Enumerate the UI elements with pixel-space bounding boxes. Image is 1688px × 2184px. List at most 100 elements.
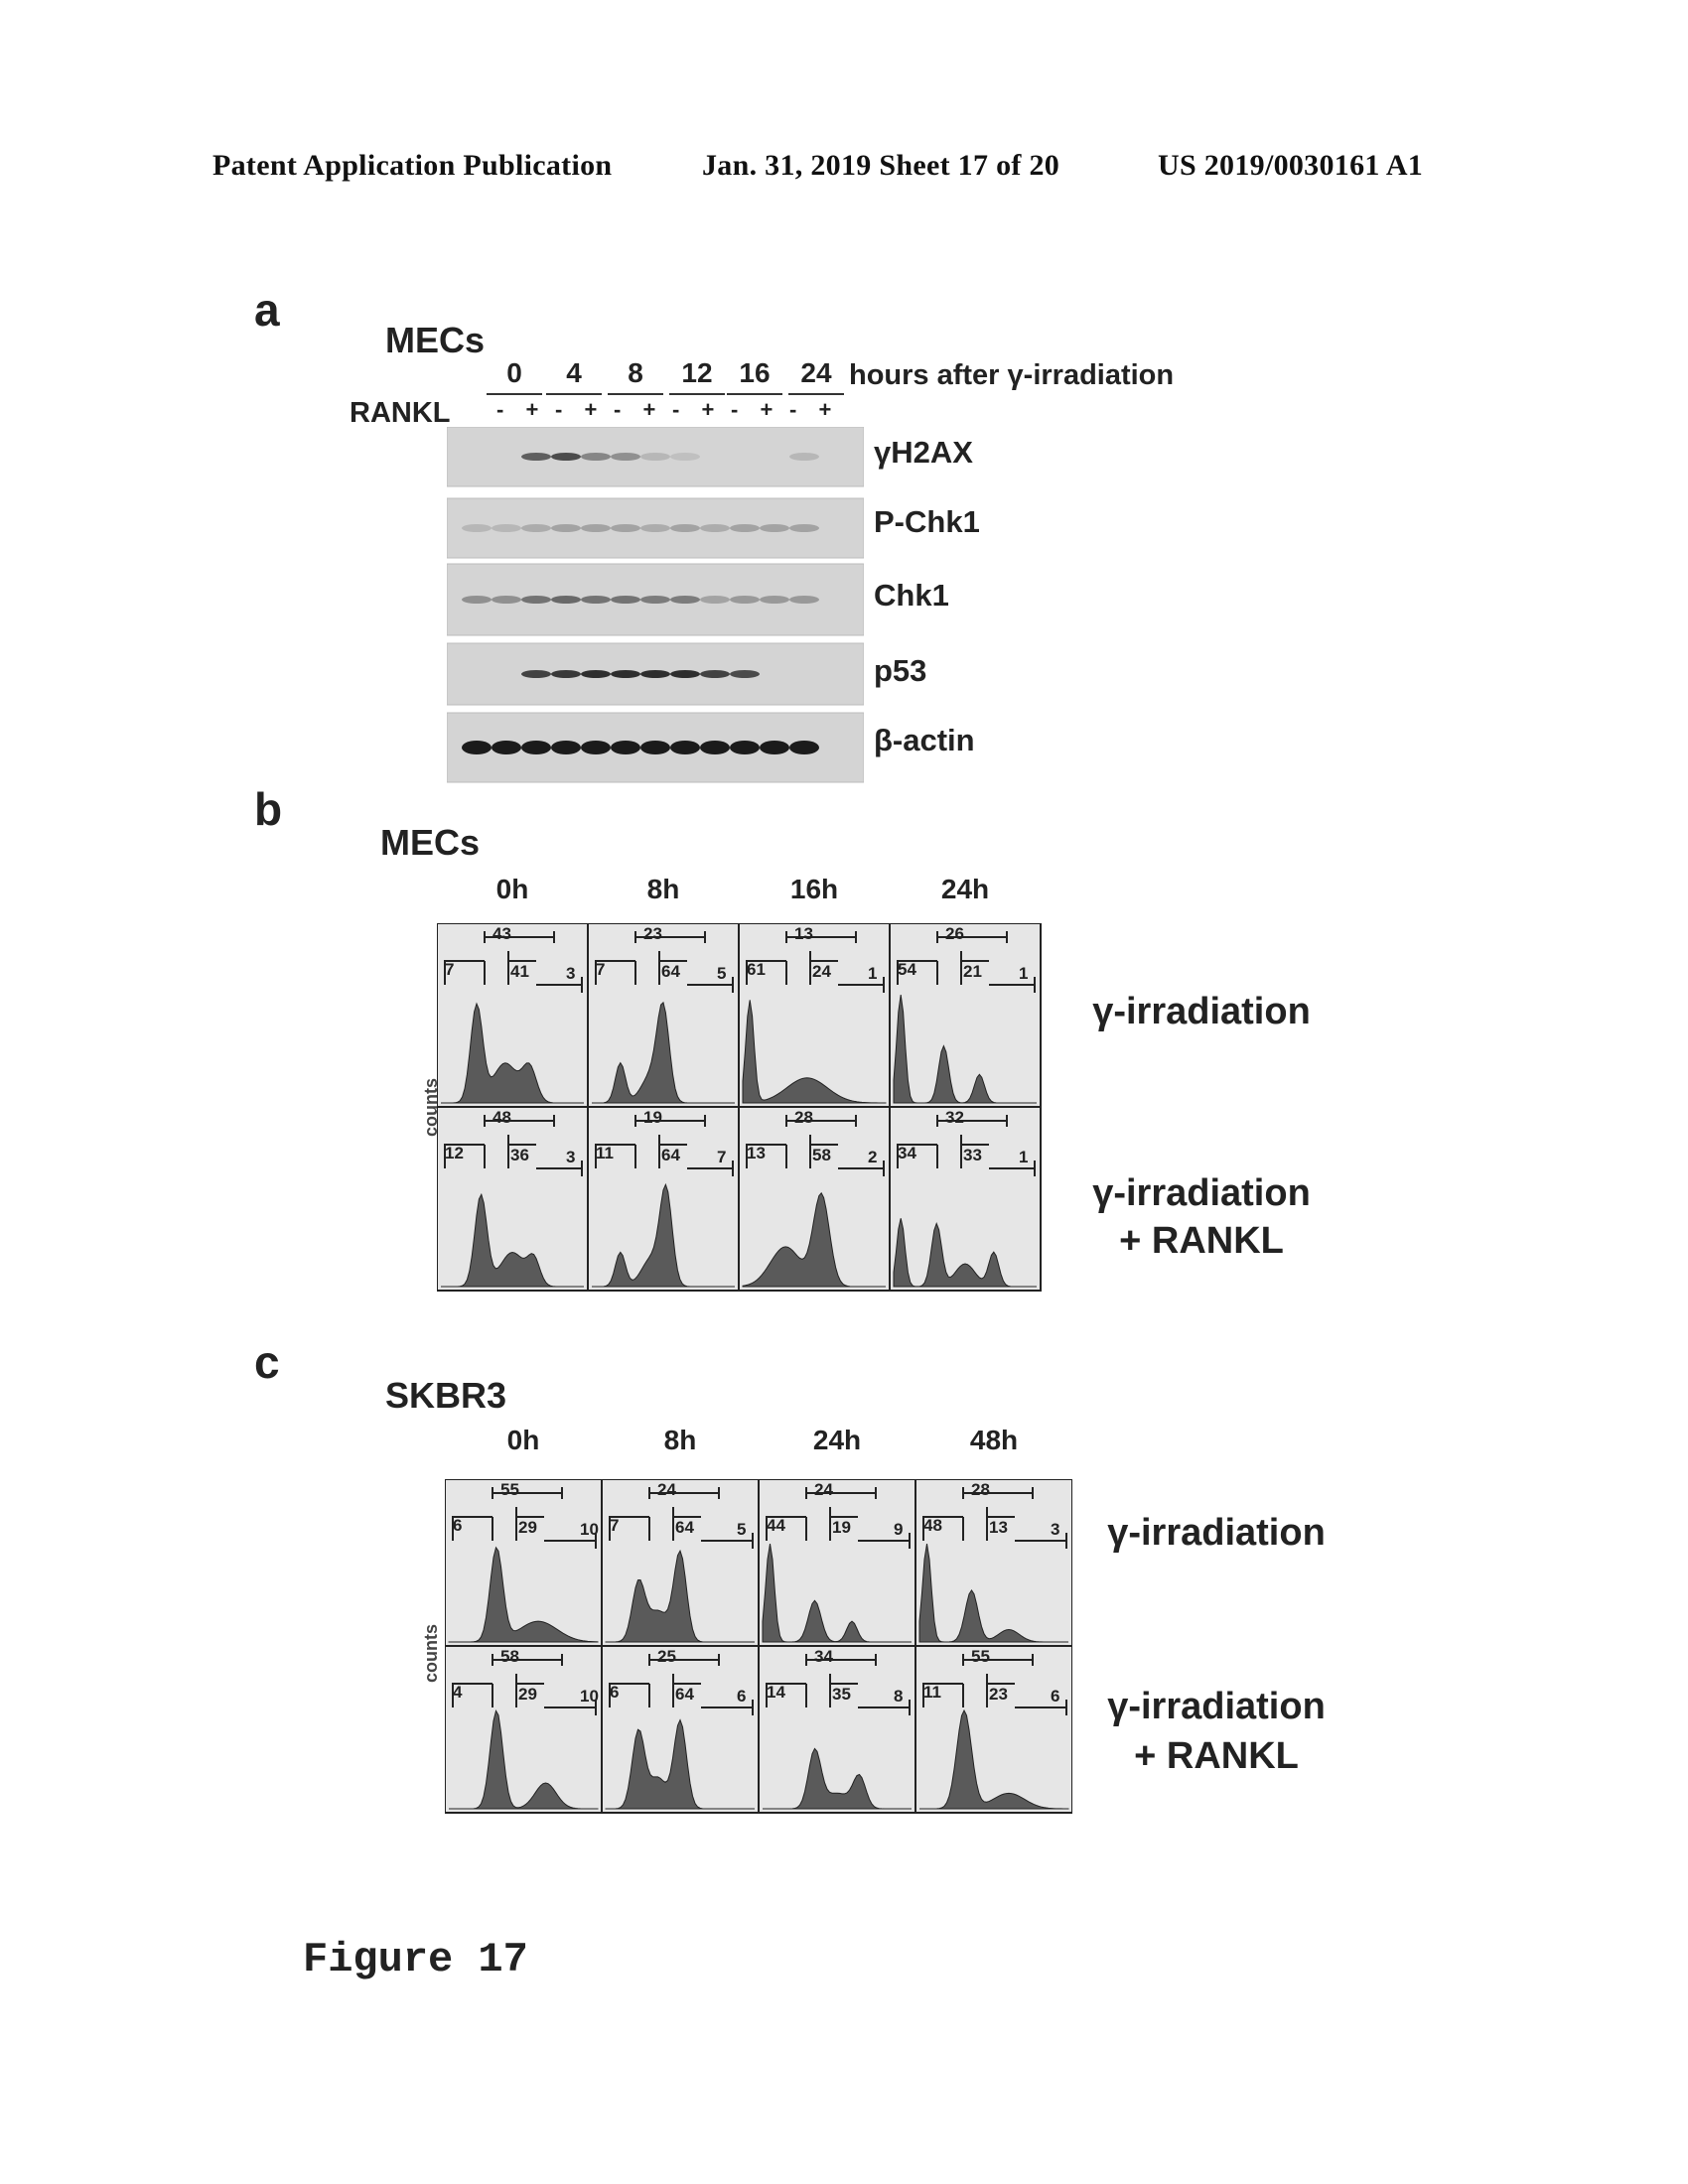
rankl-label: RANKL — [350, 397, 451, 430]
gate-percentage: 55 — [971, 1647, 990, 1666]
gate-percentage: 2 — [868, 1148, 877, 1166]
gate-percentage: 13 — [989, 1518, 1008, 1537]
panel-c-title: SKBR3 — [385, 1375, 506, 1417]
time-label-8: 8 — [606, 357, 665, 389]
gate-percentage: 8 — [894, 1687, 903, 1706]
gate-percentage: 13 — [747, 1144, 766, 1162]
time-label-48h: 48h — [915, 1425, 1072, 1456]
blot-band — [789, 741, 819, 754]
time-label-0: 0 — [485, 357, 544, 389]
time-label-24h: 24h — [759, 1425, 915, 1456]
time-underline — [788, 393, 844, 395]
blot-band — [462, 524, 492, 532]
gate-percentage: 29 — [518, 1518, 537, 1537]
gate-percentage: 26 — [945, 924, 964, 943]
histogram-cell: 237645 — [588, 923, 739, 1107]
gate-percentage: 24 — [657, 1480, 676, 1499]
rankl-sign: - — [731, 397, 738, 423]
panel-a-time-caption: hours after γ-irradiation — [849, 359, 1174, 392]
gate-percentage: 14 — [767, 1683, 785, 1702]
blot-band — [521, 453, 551, 461]
gate-percentage: 11 — [923, 1683, 941, 1702]
gate-percentage: 4 — [453, 1683, 463, 1702]
gate-percentage: 12 — [445, 1144, 464, 1162]
blot-band — [581, 670, 611, 678]
time-underline — [608, 393, 663, 395]
blot-band — [551, 524, 581, 532]
blot-band — [730, 670, 760, 678]
blot-band — [730, 596, 760, 604]
histogram-cell: 437413 — [437, 923, 588, 1107]
gate-percentage: 54 — [898, 960, 916, 979]
gate-percentage: 10 — [580, 1520, 599, 1539]
band-label: p53 — [874, 653, 926, 689]
time-underline — [487, 393, 542, 395]
histogram-cell: 2848133 — [915, 1479, 1072, 1646]
western-blot — [447, 427, 864, 784]
rankl-sign: - — [555, 397, 562, 423]
blot-band — [670, 741, 700, 754]
panel-a-title: MECs — [385, 320, 485, 361]
gate-percentage: 43 — [492, 924, 511, 943]
blot-band — [640, 596, 670, 604]
blot-band — [581, 741, 611, 754]
gate-percentage: 61 — [747, 960, 766, 979]
gate-percentage: 28 — [971, 1480, 990, 1499]
rankl-sign: - — [672, 397, 679, 423]
histogram-cell: 5511236 — [915, 1646, 1072, 1813]
blot-band — [670, 596, 700, 604]
blot-band — [700, 596, 730, 604]
gate-percentage: 64 — [661, 962, 680, 981]
blot-band — [789, 524, 819, 532]
gate-percentage: 58 — [500, 1647, 519, 1666]
blot-band — [700, 524, 730, 532]
histogram-cell: 2813582 — [739, 1107, 890, 1291]
blot-band — [551, 741, 581, 754]
blot-band — [521, 524, 551, 532]
gate-percentage: 34 — [898, 1144, 916, 1162]
blot-band — [521, 596, 551, 604]
gate-percentage: 3 — [566, 1148, 575, 1166]
blot-band — [760, 741, 789, 754]
rankl-sign: + — [585, 397, 598, 423]
blot-band — [640, 741, 670, 754]
gate-percentage: 64 — [675, 1518, 694, 1537]
rankl-sign: + — [702, 397, 715, 423]
gate-percentage: 6 — [737, 1687, 746, 1706]
time-label-16: 16 — [725, 357, 784, 389]
gate-percentage: 1 — [1019, 1148, 1028, 1166]
gate-percentage: 28 — [794, 1108, 813, 1127]
blot-band — [730, 524, 760, 532]
band-label: P-Chk1 — [874, 504, 980, 540]
gate-percentage: 41 — [510, 962, 529, 981]
gate-percentage: 23 — [989, 1685, 1008, 1704]
gate-percentage: 34 — [814, 1647, 833, 1666]
blot-band — [462, 596, 492, 604]
band-label: β-actin — [874, 723, 975, 758]
panel-b-row2-label2: + RANKL — [1072, 1217, 1331, 1265]
blot-band — [521, 741, 551, 754]
figure-caption: Figure 17 — [303, 1936, 528, 1983]
panel-c-row2-label: γ-irradiation — [1087, 1683, 1345, 1730]
blot-band — [640, 524, 670, 532]
blot-band — [670, 524, 700, 532]
histogram-cell: 3234331 — [890, 1107, 1041, 1291]
rankl-sign: - — [789, 397, 796, 423]
blot-band — [730, 741, 760, 754]
rankl-sign: + — [819, 397, 832, 423]
time-label-0h: 0h — [437, 874, 588, 905]
gate-percentage: 48 — [492, 1108, 511, 1127]
blot-band — [789, 596, 819, 604]
histogram-cell: 1911647 — [588, 1107, 739, 1291]
time-underline — [727, 393, 782, 395]
gate-percentage: 55 — [500, 1480, 519, 1499]
time-label-4: 4 — [544, 357, 604, 389]
blot-band — [611, 524, 640, 532]
gate-percentage: 35 — [832, 1685, 851, 1704]
gate-percentage: 21 — [963, 962, 982, 981]
blot-band — [640, 453, 670, 461]
blot-band — [521, 670, 551, 678]
panel-c-row1-label: γ-irradiation — [1087, 1509, 1345, 1557]
gate-percentage: 9 — [894, 1520, 903, 1539]
blot-band — [611, 670, 640, 678]
